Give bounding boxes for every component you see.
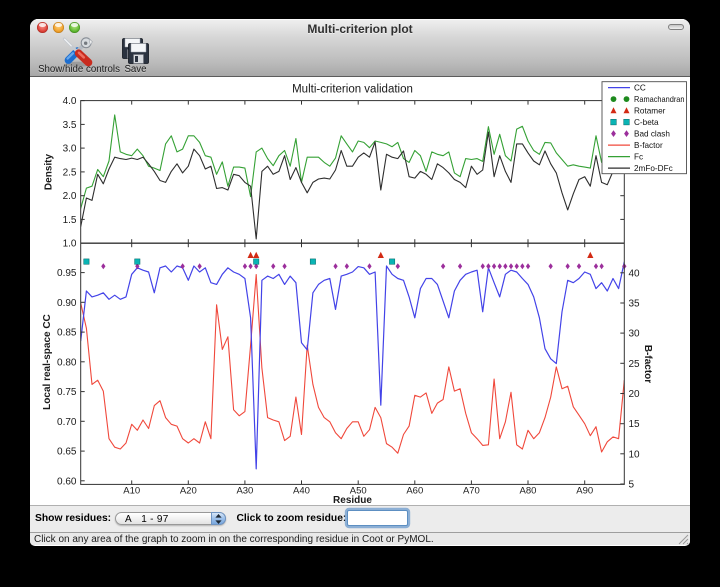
svg-text:Multi-criterion validation: Multi-criterion validation — [292, 84, 413, 96]
svg-text:20: 20 — [629, 389, 641, 400]
svg-text:A40: A40 — [293, 485, 310, 496]
svg-text:C-beta: C-beta — [634, 118, 659, 127]
svg-text:0.85: 0.85 — [57, 328, 77, 339]
svg-text:B-factor: B-factor — [634, 141, 663, 150]
svg-text:30: 30 — [629, 329, 641, 340]
svg-text:Bad clash: Bad clash — [634, 130, 670, 139]
svg-text:A50: A50 — [350, 485, 367, 496]
svg-text:Rotamer: Rotamer — [634, 107, 666, 116]
svg-text:0.75: 0.75 — [57, 387, 77, 398]
svg-text:Fc: Fc — [634, 153, 643, 162]
svg-text:A10: A10 — [123, 485, 140, 496]
svg-text:Local real-space CC: Local real-space CC — [42, 314, 53, 410]
svg-text:A90: A90 — [576, 485, 593, 496]
svg-text:0.65: 0.65 — [57, 447, 77, 458]
svg-text:CC: CC — [634, 84, 646, 93]
svg-text:2.0: 2.0 — [63, 191, 77, 202]
svg-text:15: 15 — [629, 419, 641, 430]
svg-text:Ramachandran: Ramachandran — [634, 95, 685, 104]
svg-text:Residue: Residue — [333, 495, 372, 506]
svg-text:10: 10 — [629, 449, 641, 460]
svg-text:A20: A20 — [180, 485, 197, 496]
svg-text:0.70: 0.70 — [57, 417, 77, 428]
svg-text:B-factor: B-factor — [642, 345, 653, 383]
svg-text:25: 25 — [629, 359, 641, 370]
svg-text:5: 5 — [629, 480, 635, 491]
svg-text:0.60: 0.60 — [57, 476, 77, 487]
svg-text:2.5: 2.5 — [63, 167, 77, 178]
svg-text:2mFo-DFc: 2mFo-DFc — [634, 164, 673, 173]
svg-text:0.95: 0.95 — [57, 268, 77, 279]
svg-text:0.90: 0.90 — [57, 298, 77, 309]
svg-text:A30: A30 — [236, 485, 253, 496]
svg-text:1.5: 1.5 — [63, 215, 77, 226]
svg-text:3.0: 3.0 — [63, 144, 77, 155]
svg-text:4.0: 4.0 — [63, 96, 77, 107]
svg-text:Density: Density — [44, 154, 55, 191]
svg-text:A80: A80 — [520, 485, 537, 496]
svg-text:35: 35 — [629, 299, 641, 310]
svg-text:1.0: 1.0 — [63, 239, 77, 250]
svg-text:0.80: 0.80 — [57, 357, 77, 368]
svg-text:A60: A60 — [406, 485, 423, 496]
svg-text:3.5: 3.5 — [63, 120, 77, 131]
svg-text:A70: A70 — [463, 485, 480, 496]
svg-text:40: 40 — [629, 268, 641, 279]
